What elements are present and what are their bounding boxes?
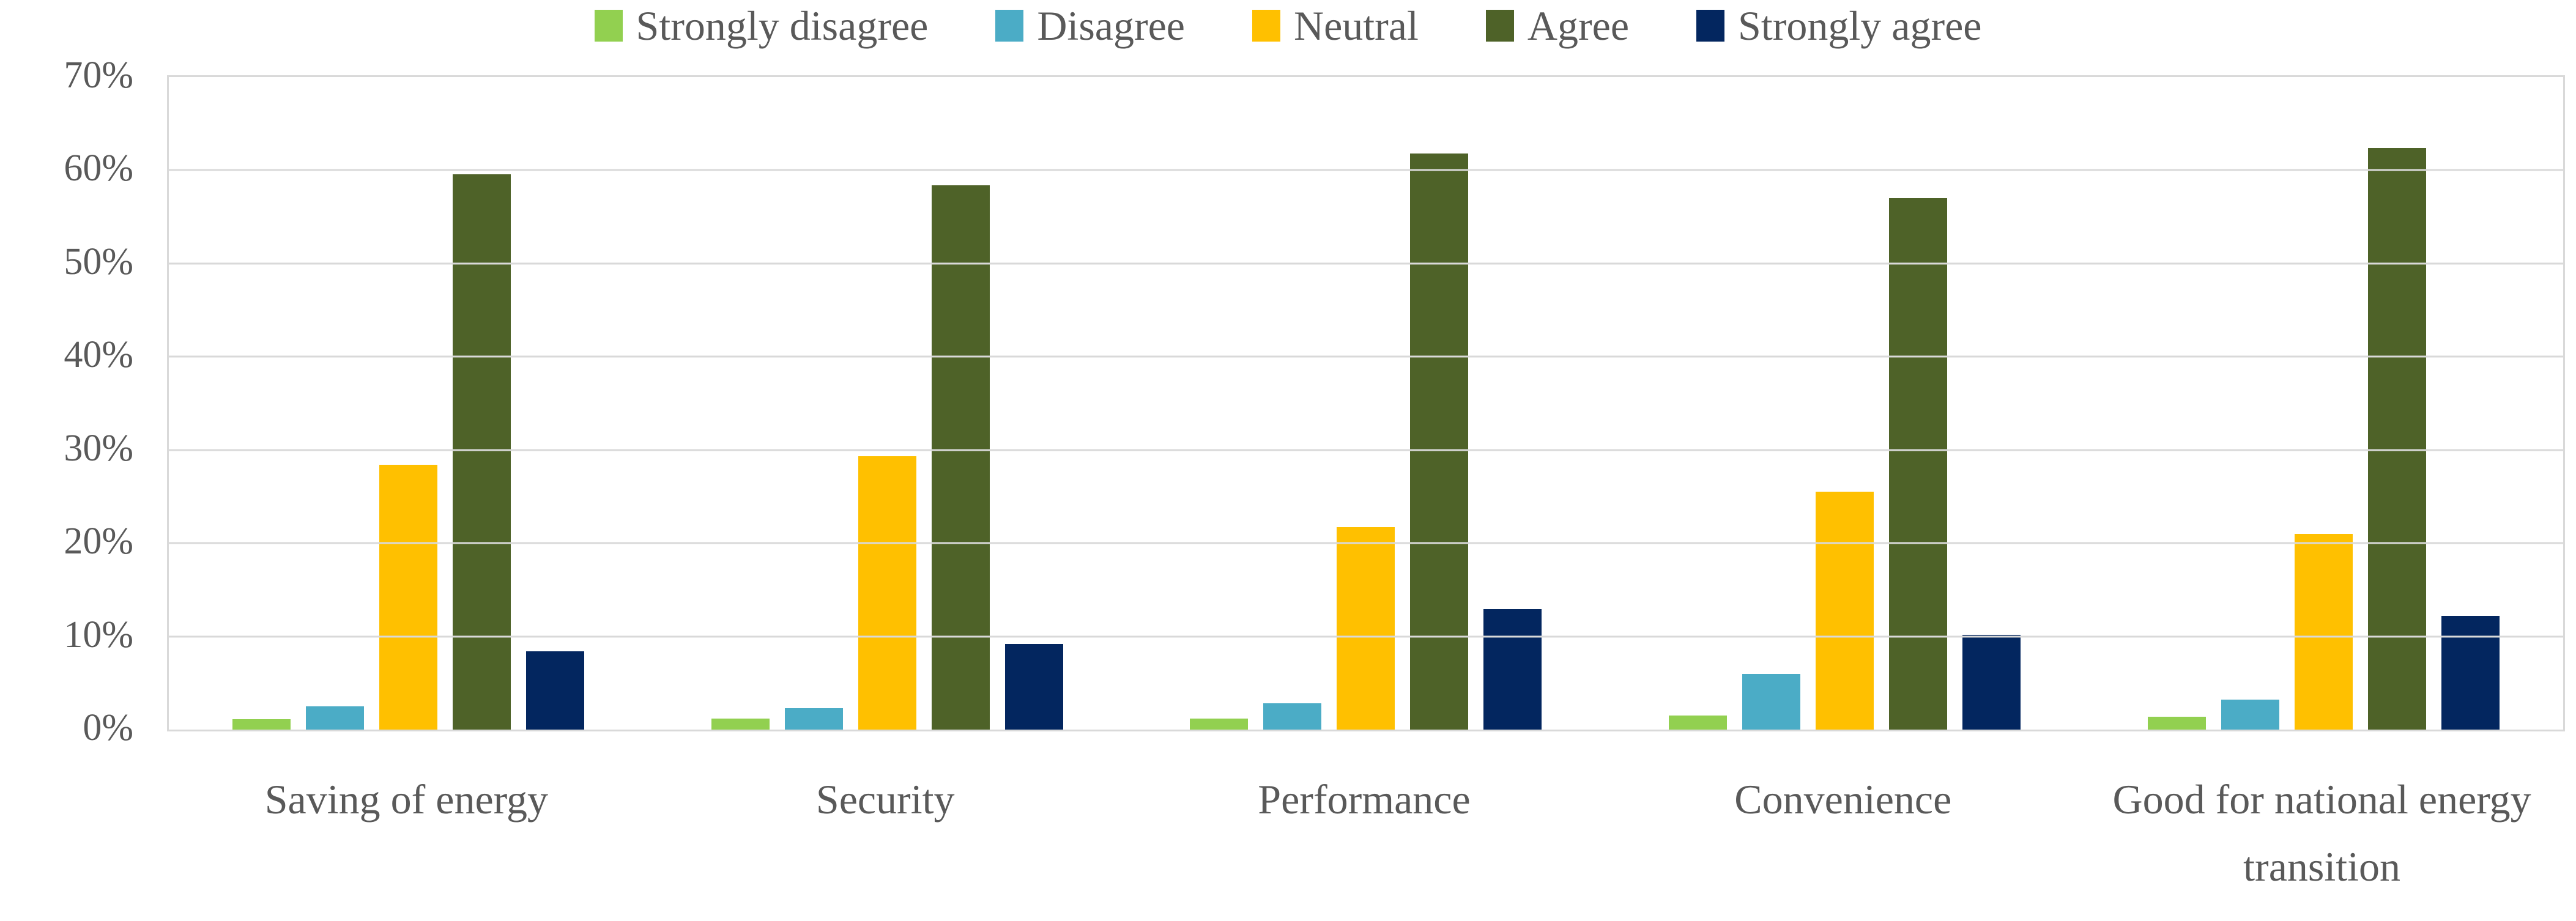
gridline bbox=[169, 542, 2563, 544]
bar-strongly-agree bbox=[525, 651, 584, 730]
y-axis: 0% 10% 20% 30% 40% 50% 60% 70% bbox=[0, 56, 133, 747]
bar-strongly-agree bbox=[1004, 643, 1063, 730]
bar-disagree bbox=[2221, 700, 2280, 730]
bar-agree bbox=[931, 185, 990, 730]
bar-neutral bbox=[1816, 492, 1874, 730]
gridline bbox=[169, 262, 2563, 265]
bar-group bbox=[1127, 77, 1606, 730]
bar-group bbox=[169, 77, 648, 730]
gridline bbox=[169, 169, 2563, 171]
legend-label: Neutral bbox=[1293, 2, 1419, 49]
plot-area bbox=[167, 75, 2565, 731]
bar-groups bbox=[169, 77, 2563, 730]
bar-agree bbox=[2368, 147, 2427, 730]
bar-strongly-disagree bbox=[1669, 716, 1728, 730]
legend-item: Strongly disagree bbox=[594, 2, 929, 49]
bar-group bbox=[648, 77, 1127, 730]
y-tick-label: 20% bbox=[64, 520, 133, 563]
gridline bbox=[169, 355, 2563, 358]
bar-strongly-disagree bbox=[1190, 718, 1249, 730]
category-label: Saving of energy bbox=[264, 776, 549, 823]
bar-strongly-agree bbox=[1483, 609, 1542, 730]
bar-neutral bbox=[858, 456, 916, 730]
bar-neutral bbox=[2295, 533, 2353, 730]
bar-disagree bbox=[784, 708, 843, 730]
bar-neutral bbox=[379, 465, 437, 730]
bar-agree bbox=[452, 174, 511, 730]
bar-group bbox=[1605, 77, 2084, 730]
y-tick-label: 70% bbox=[64, 54, 133, 96]
category-label: Convenience bbox=[1734, 776, 1952, 823]
y-tick-label: 0% bbox=[83, 707, 133, 749]
y-tick-label: 50% bbox=[64, 240, 133, 283]
bar-disagree bbox=[1742, 673, 1801, 730]
y-tick-label: 60% bbox=[64, 147, 133, 190]
legend-label: Strongly disagree bbox=[636, 2, 929, 49]
bar-strongly-agree bbox=[2441, 616, 2500, 730]
legend-swatch-icon bbox=[594, 10, 623, 42]
legend-item: Neutral bbox=[1252, 5, 1419, 46]
bar-agree bbox=[1410, 154, 1469, 730]
legend-label: Strongly agree bbox=[1738, 2, 1982, 49]
x-axis-category-labels: Saving of energy Security Performance Conve… bbox=[167, 766, 2561, 900]
legend-swatch-icon bbox=[1252, 10, 1280, 42]
legend-swatch-icon bbox=[995, 10, 1024, 42]
chart-legend: Strongly disagree Disagree Neutral Agree Str… bbox=[0, 5, 2576, 46]
gridline bbox=[169, 635, 2563, 638]
legend-item: Disagree bbox=[995, 5, 1185, 46]
gridline bbox=[169, 449, 2563, 451]
bar-neutral bbox=[1337, 527, 1395, 730]
category-label: Performance bbox=[1258, 776, 1471, 823]
bar-strongly-disagree bbox=[232, 719, 291, 730]
y-tick-label: 10% bbox=[64, 613, 133, 656]
bar-disagree bbox=[1263, 703, 1322, 730]
bar-strongly-disagree bbox=[711, 718, 770, 730]
legend-swatch-icon bbox=[1696, 10, 1725, 42]
bar-strongly-agree bbox=[1962, 634, 2021, 730]
bar-disagree bbox=[305, 706, 364, 730]
legend-item: Strongly agree bbox=[1696, 5, 1981, 46]
legend-label: Agree bbox=[1527, 2, 1630, 49]
y-tick-label: 30% bbox=[64, 427, 133, 469]
y-tick-label: 40% bbox=[64, 334, 133, 376]
legend-swatch-icon bbox=[1485, 10, 1514, 42]
bar-strongly-disagree bbox=[2148, 716, 2207, 730]
bar-agree bbox=[1889, 198, 1948, 730]
category-label: Good for national energy transition bbox=[2112, 776, 2531, 890]
category-label: Security bbox=[815, 776, 955, 823]
legend-label: Disagree bbox=[1037, 2, 1185, 49]
bar-group bbox=[2084, 77, 2563, 730]
legend-item: Agree bbox=[1485, 2, 1630, 49]
